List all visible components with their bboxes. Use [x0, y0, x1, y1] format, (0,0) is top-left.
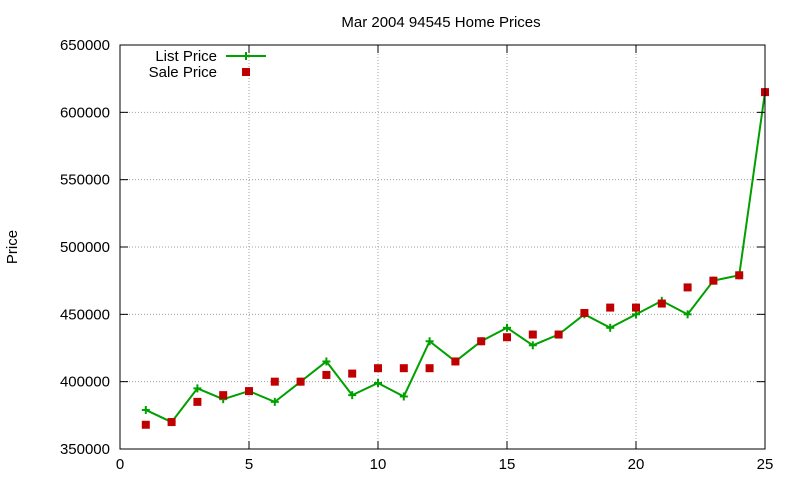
sale-price-point — [503, 333, 511, 342]
sale-price-point — [477, 337, 486, 346]
x-tick-label: 15 — [499, 456, 516, 473]
y-tick-label: 600000 — [60, 104, 110, 121]
sale-price-point — [374, 364, 382, 373]
sale-price-point — [270, 377, 279, 386]
sale-price-point — [606, 303, 615, 312]
list-price-point — [425, 337, 434, 346]
sale-price-point — [296, 377, 305, 386]
list-price-point — [683, 310, 692, 319]
x-tick-label: 20 — [628, 456, 645, 473]
y-axis-label: Price — [4, 230, 21, 264]
sale-price-point — [193, 397, 202, 406]
sale-price-point — [245, 387, 253, 396]
sale-price-point — [632, 303, 640, 312]
axis-ticks: 0 5 10 15 20 25 350000 400000 450000 500000 550000… — [60, 37, 773, 473]
chart-title: Mar 2004 94545 Home Prices — [341, 14, 540, 31]
sale-price-point — [348, 369, 357, 378]
series-layer — [141, 88, 769, 429]
sale-price-point — [141, 420, 150, 429]
grid-lines — [120, 45, 765, 449]
list-price-point — [348, 391, 357, 400]
x-tick-label: 0 — [116, 456, 124, 473]
list-price-point — [270, 397, 279, 406]
y-tick-label: 350000 — [60, 441, 110, 458]
series-0 — [141, 88, 769, 427]
list-price-point — [374, 379, 382, 388]
legend-marker-0 — [242, 52, 250, 60]
series-1 — [141, 88, 769, 429]
y-tick-label: 550000 — [60, 172, 110, 189]
list-price-point — [322, 357, 331, 366]
sale-price-point — [580, 308, 589, 317]
legend-marker-1 — [242, 68, 250, 76]
list-price-point — [193, 384, 202, 393]
list-price-point — [528, 341, 537, 350]
sale-price-point — [657, 299, 666, 308]
sale-price-point — [683, 283, 692, 292]
y-tick-label: 650000 — [60, 37, 110, 54]
list-price-line — [145, 91, 766, 424]
sale-price-point — [425, 364, 434, 373]
y-tick-label: 500000 — [60, 239, 110, 256]
y-tick-label: 400000 — [60, 374, 110, 391]
sale-price-point — [709, 276, 718, 285]
list-price-point — [632, 310, 640, 319]
x-tick-label: 25 — [757, 456, 774, 473]
sale-price-point — [399, 364, 408, 373]
y-tick-label: 450000 — [60, 306, 110, 323]
x-tick-label: 10 — [370, 456, 387, 473]
list-price-point — [141, 405, 150, 414]
sale-price-point — [735, 271, 744, 280]
sale-price-point — [451, 357, 460, 366]
list-price-point — [606, 323, 615, 332]
legend-label-1: Sale Price — [149, 64, 217, 81]
legend-label-0: List Price — [155, 48, 217, 65]
x-tick-label: 5 — [245, 456, 253, 473]
list-price-point — [503, 323, 511, 332]
sale-price-point — [554, 330, 563, 339]
sale-price-point — [167, 418, 176, 427]
sale-price-point — [322, 370, 331, 379]
sale-price-point — [219, 391, 228, 400]
list-price-point — [399, 392, 408, 401]
sale-price-point — [528, 330, 537, 339]
